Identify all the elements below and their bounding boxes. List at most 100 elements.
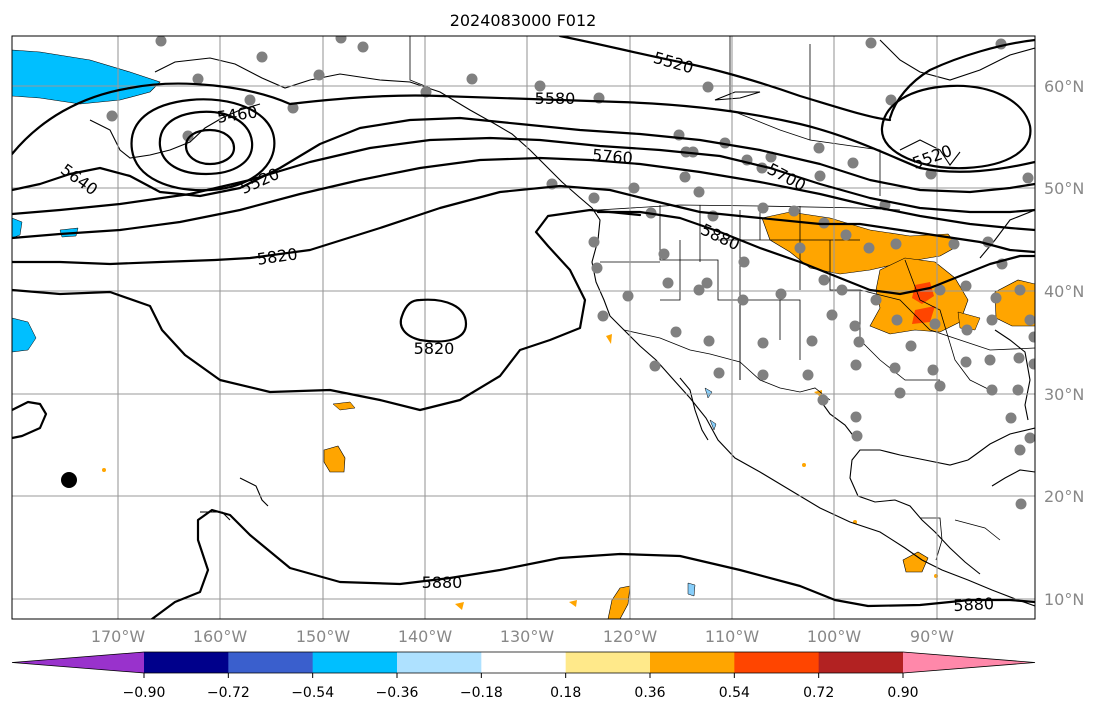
lat-label: 40°N <box>1044 282 1084 301</box>
station-point <box>1024 314 1035 326</box>
station-point <box>813 142 825 154</box>
contour-5760 <box>12 156 1035 240</box>
lat-label: 20°N <box>1044 487 1084 506</box>
station-point <box>1024 432 1035 444</box>
station-point <box>1014 444 1026 456</box>
lon-label: 150°W <box>296 627 351 646</box>
contour-label-5820-center: 5820 <box>414 339 455 358</box>
station-point <box>927 364 939 376</box>
station-point <box>693 284 705 296</box>
station-point <box>313 69 325 81</box>
station-point <box>244 94 256 106</box>
station-point <box>155 36 167 47</box>
colorbar-segment <box>481 652 567 673</box>
station-point <box>701 277 713 289</box>
colorbar: −0.90 −0.72 −0.54 −0.36 −0.18 0.18 0.36 0.54 0.7… <box>11 651 1036 701</box>
station-point <box>649 360 661 372</box>
contour-5520-ne-closed <box>880 84 1032 170</box>
station-point <box>703 335 715 347</box>
station-point <box>622 290 634 302</box>
station-point <box>891 314 903 326</box>
contour-5580 <box>12 82 1035 173</box>
colorbar-segment <box>144 652 229 673</box>
station-point <box>870 294 882 306</box>
station-point <box>1005 412 1017 424</box>
map-title: 2024083000 F012 <box>450 11 597 30</box>
station-point <box>1013 352 1025 364</box>
contour-5520-ne <box>888 38 1035 120</box>
contour-5520-north <box>558 36 892 122</box>
station-point <box>818 274 830 286</box>
colorbar-segment <box>818 652 904 673</box>
station-point <box>889 362 901 374</box>
station-point <box>850 411 862 423</box>
station-point <box>961 324 973 336</box>
station-point <box>757 369 769 381</box>
station-point <box>794 242 806 254</box>
station-point <box>256 51 268 63</box>
station-point <box>588 236 600 248</box>
lon-label: 140°W <box>398 627 453 646</box>
colorbar-segment <box>650 652 735 673</box>
station-point <box>929 318 941 330</box>
station-point <box>192 73 204 85</box>
station-point <box>719 137 731 149</box>
contour-5820 <box>12 184 1035 266</box>
station-point <box>1028 358 1035 370</box>
station-point <box>814 170 826 182</box>
station-point <box>679 171 691 183</box>
station-point <box>826 309 838 321</box>
station-point <box>757 202 769 214</box>
station-point <box>934 380 946 392</box>
center-marker <box>61 472 77 488</box>
contour-5520-low <box>130 98 276 192</box>
contour-5460 <box>158 110 254 176</box>
station-point <box>960 280 972 292</box>
station-point <box>865 37 877 49</box>
station-point <box>1014 284 1026 296</box>
lat-label: 60°N <box>1044 77 1084 96</box>
contour-label-5760: 5760 <box>591 145 633 167</box>
station-point <box>713 367 725 379</box>
station-point <box>894 387 906 399</box>
station-point <box>597 310 609 322</box>
station-markers <box>106 36 1035 510</box>
station-point <box>466 73 478 85</box>
lon-label: 170°W <box>91 627 146 646</box>
station-point <box>863 242 875 254</box>
longitude-axis: 170°W 160°W 150°W 140°W 130°W 120°W 110°… <box>91 627 954 646</box>
lat-label: 50°N <box>1044 179 1084 198</box>
station-point <box>693 186 705 198</box>
lon-label: 130°W <box>500 627 555 646</box>
lon-label: 160°W <box>193 627 248 646</box>
contour-5880-south <box>150 508 1035 619</box>
station-point <box>628 182 640 194</box>
station-point <box>851 430 863 442</box>
station-point <box>1012 384 1024 396</box>
station-point <box>588 192 600 204</box>
station-point <box>890 238 902 250</box>
station-point <box>357 41 369 53</box>
station-point <box>1022 172 1034 184</box>
colorbar-extension-low <box>12 652 144 673</box>
height-contours <box>12 36 1035 619</box>
station-point <box>984 354 996 366</box>
station-point <box>986 314 998 326</box>
contour-label-5580: 5580 <box>535 89 576 108</box>
station-point <box>850 359 862 371</box>
station-point <box>775 288 787 300</box>
station-point <box>986 384 998 396</box>
lat-label: 10°N <box>1044 590 1084 609</box>
lon-label: 100°W <box>807 627 862 646</box>
contour-label-5880-south: 5880 <box>422 573 463 592</box>
colorbar-tick-label: −0.90 <box>123 685 166 701</box>
colorbar-extension-high <box>903 652 1035 673</box>
station-point <box>687 146 699 158</box>
station-point <box>106 110 118 122</box>
station-point <box>934 284 946 296</box>
station-point <box>335 36 347 44</box>
station-point <box>836 284 848 296</box>
station-point <box>591 262 603 274</box>
station-point <box>806 335 818 347</box>
